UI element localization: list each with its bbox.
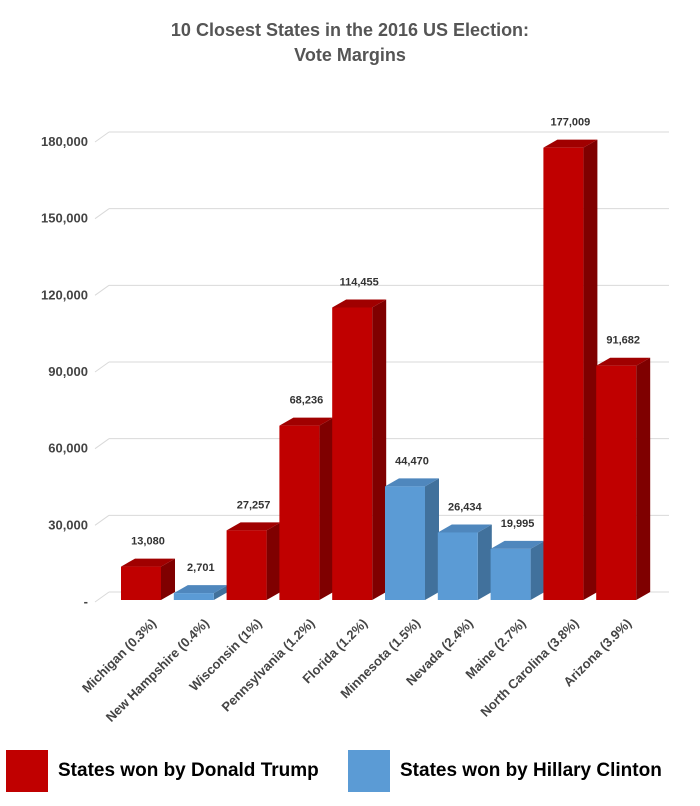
bar-front (543, 147, 584, 600)
gridline-depth (94, 361, 110, 373)
bar-top (226, 522, 281, 531)
y-tick-label: 180,000 (41, 134, 88, 149)
bar-front (385, 486, 425, 600)
y-tick-label: 90,000 (48, 364, 88, 379)
bar-trump (279, 417, 334, 600)
data-label: 27,257 (237, 499, 271, 511)
chart-title-line-1: 10 Closest States in the 2016 US Electio… (170, 20, 530, 40)
bar-front (226, 530, 267, 600)
data-label: 114,455 (340, 277, 379, 289)
bar-trump (596, 357, 651, 600)
gridline-depth (94, 514, 110, 526)
bar-clinton (437, 524, 492, 600)
bar-side (425, 478, 439, 600)
gridline-depth (94, 591, 110, 603)
bar-side (372, 299, 387, 600)
bar-top (437, 524, 492, 533)
data-label: 13,080 (131, 536, 165, 548)
bars (121, 139, 651, 600)
bar-trump (332, 299, 387, 600)
bar-top (596, 357, 651, 366)
bar-side (530, 540, 545, 600)
bar-top (173, 585, 228, 594)
x-axis-tick-labels: Michigan (0.3%)New Hampshire (0.4%)Wisco… (79, 616, 634, 725)
bar-side (266, 522, 281, 600)
y-tick-label: 120,000 (41, 287, 88, 302)
y-tick-label: 150,000 (41, 211, 88, 226)
bar-side (583, 139, 598, 600)
data-label: 19,995 (501, 518, 535, 530)
data-labels: 13,080 2,701 27,257 68,236 114,455 44,470 26,4… (131, 117, 640, 574)
x-tick-label: New Hampshire (0.4%) (103, 616, 212, 725)
bar-clinton (490, 540, 545, 600)
y-tick-label: - (84, 594, 88, 609)
bar-front (332, 307, 373, 600)
y-axis-tick-labels: - 30,000 60,000 90,000 120,000 150,000 180,000 (41, 134, 88, 609)
x-tick-label: Pennsylvania (1.2%) (219, 616, 318, 715)
bar-front (437, 532, 478, 600)
bar-front (279, 425, 320, 600)
bar-side (636, 357, 651, 600)
chart-title: 10 Closest States in the 2016 US Electio… (0, 18, 700, 68)
bar-front (173, 593, 214, 600)
bar-trump (543, 139, 598, 600)
bar-top (279, 417, 334, 426)
data-label: 44,470 (395, 455, 429, 467)
bar-front (490, 548, 531, 600)
bar-clinton (173, 585, 228, 600)
bar-front (121, 566, 161, 600)
data-label: 2,701 (187, 562, 215, 574)
gridline-depth (94, 438, 110, 450)
x-tick-label: North Carolina (3.8%) (477, 616, 581, 720)
bar-trump (121, 558, 175, 600)
bar-side (213, 585, 228, 600)
y-tick-label: 30,000 (48, 517, 88, 532)
bar-side (161, 558, 175, 600)
bar-top (543, 139, 598, 148)
bar-top (490, 540, 545, 549)
gridline-depth (94, 208, 110, 220)
data-label: 91,682 (606, 335, 640, 347)
bar-top (332, 299, 387, 308)
bar-trump (226, 522, 281, 600)
bar-clinton (385, 478, 439, 600)
data-label: 26,434 (448, 501, 483, 513)
data-label: 177,009 (551, 117, 591, 129)
gridline-depth (94, 284, 110, 296)
data-label: 68,236 (290, 395, 324, 407)
bar-front (596, 365, 637, 600)
bar-top (121, 558, 175, 567)
bar-side (319, 417, 334, 600)
y-tick-label: 60,000 (48, 441, 88, 456)
chart-title-line-2: Vote Margins (294, 45, 406, 65)
bar-top (385, 478, 439, 487)
bar-side (477, 524, 492, 600)
gridline-depth (94, 131, 110, 143)
